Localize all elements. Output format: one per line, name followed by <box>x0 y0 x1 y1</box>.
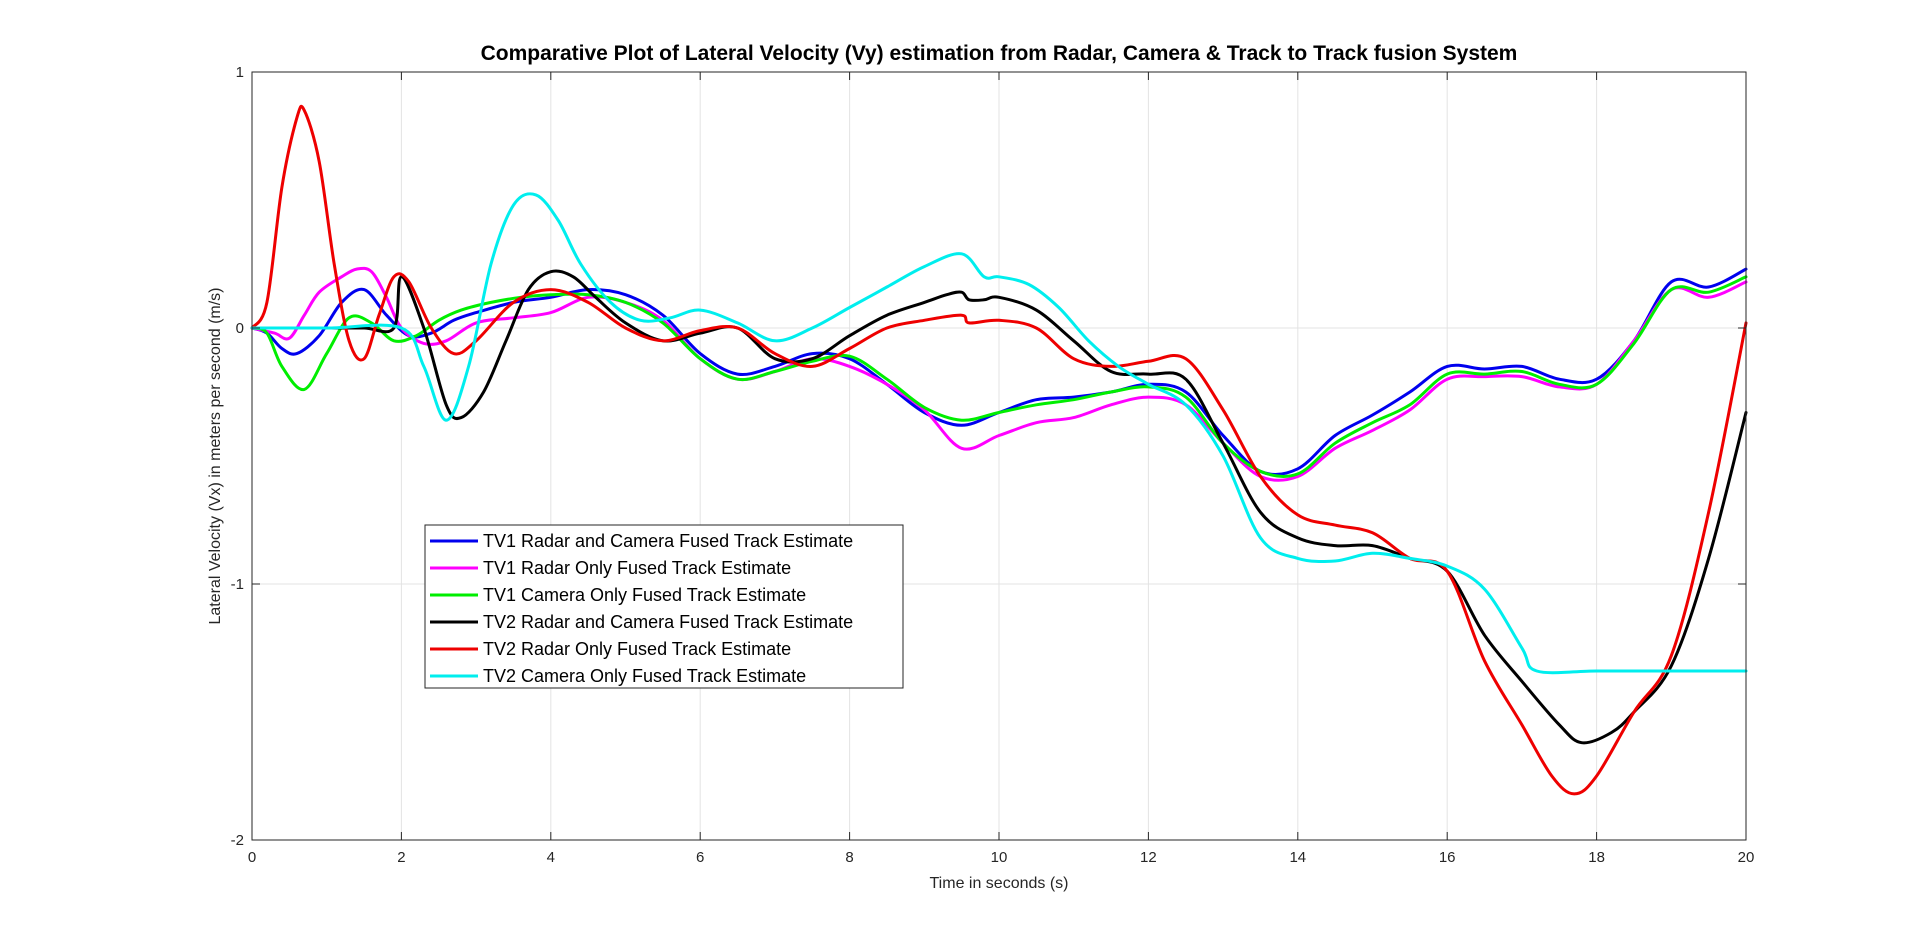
x-tick-label: 0 <box>248 849 256 866</box>
x-tick-label: 8 <box>845 849 853 866</box>
y-axis-label: Lateral Velocity (Vx) in meters per seco… <box>207 287 224 624</box>
x-tick-label: 12 <box>1140 849 1157 866</box>
y-tick-label: -2 <box>231 832 244 849</box>
x-tick-label: 16 <box>1439 849 1456 866</box>
legend-box <box>424 524 904 689</box>
x-axis-label: Time in seconds (s) <box>930 875 1069 892</box>
x-tick-label: 18 <box>1588 849 1605 866</box>
legend-label: TV2 Radar Only Fused Track Estimate <box>483 639 791 659</box>
x-tick-label: 10 <box>991 849 1008 866</box>
y-tick-label: 1 <box>236 64 244 81</box>
legend-label: TV1 Radar and Camera Fused Track Estimat… <box>483 531 853 551</box>
chart-title: Comparative Plot of Lateral Velocity (Vy… <box>481 42 1518 65</box>
legend-label: TV1 Radar Only Fused Track Estimate <box>483 558 791 578</box>
series-line-6 <box>250 192 1748 675</box>
x-tick-label: 14 <box>1289 849 1306 866</box>
axis-ticks: 0 2 4 6 8 10 12 14 16 18 20 -2 -1 0 1 <box>231 64 1755 866</box>
x-tick-label: 2 <box>397 849 405 866</box>
legend-label: TV1 Camera Only Fused Track Estimate <box>483 585 806 605</box>
series-line-3 <box>250 275 1748 479</box>
legend: TV1 Radar and Camera Fused Track Estimat… <box>424 524 904 689</box>
y-tick-label: 0 <box>236 320 244 337</box>
x-tick-label: 4 <box>547 849 555 866</box>
legend-label: TV2 Camera Only Fused Track Estimate <box>483 666 806 686</box>
series-layer <box>250 104 1748 796</box>
series-line-5 <box>250 104 1748 796</box>
y-tick-label: -1 <box>231 576 244 593</box>
series-line-4 <box>250 269 1748 745</box>
legend-label: TV2 Radar and Camera Fused Track Estimat… <box>483 612 853 632</box>
series-line-2 <box>250 266 1748 482</box>
x-tick-label: 20 <box>1738 849 1755 866</box>
x-tick-label: 6 <box>696 849 704 866</box>
